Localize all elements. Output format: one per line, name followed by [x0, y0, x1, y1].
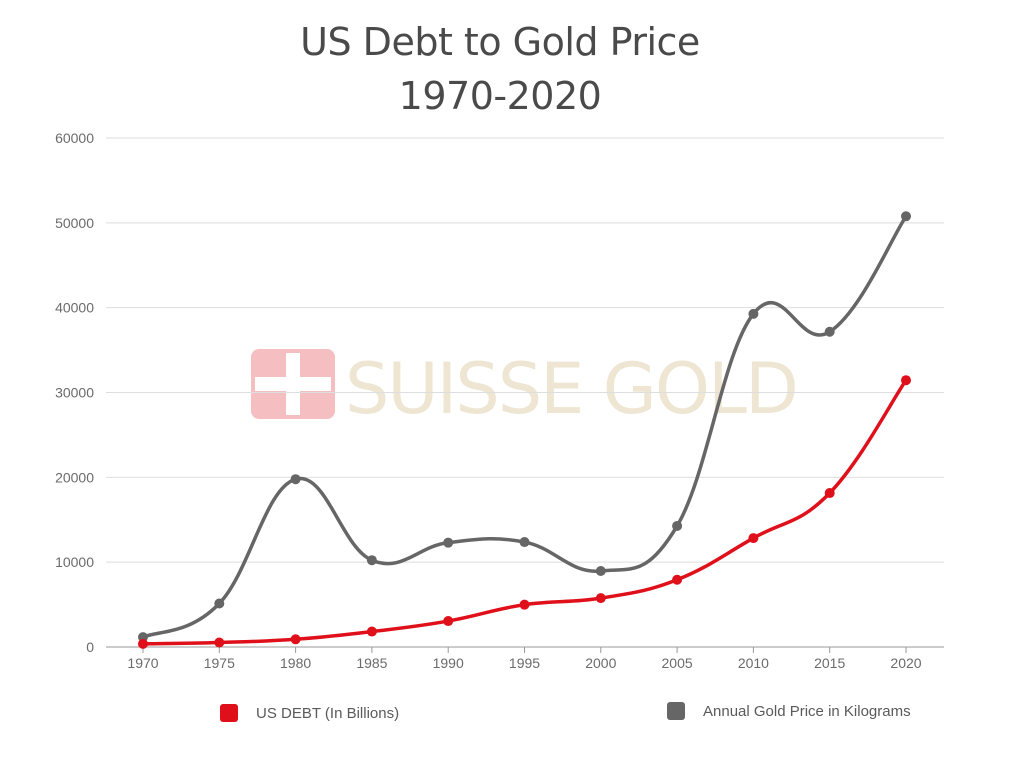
x-tick-label: 2015	[814, 655, 845, 671]
data-point-gold-price	[519, 537, 530, 548]
data-point-gold-price	[214, 598, 225, 609]
x-tick-label: 1975	[204, 655, 235, 671]
data-point-us-debt	[824, 488, 835, 499]
data-point-gold-price	[366, 555, 377, 566]
y-tick-label: 60000	[55, 130, 94, 146]
data-point-gold-price	[443, 537, 454, 548]
y-tick-label: 20000	[55, 469, 94, 485]
data-point-us-debt	[214, 637, 225, 648]
legend-swatch-us-debt	[220, 704, 238, 722]
legend-swatch-gold-price	[667, 702, 685, 720]
x-axis: 1970 1975 1980 1985 1990 1995 2000 2005 2010 2015…	[127, 647, 922, 671]
series-line-gold-price	[141, 214, 908, 639]
data-point-us-debt	[901, 375, 911, 386]
y-tick-label: 50000	[55, 215, 94, 231]
data-point-us-debt	[748, 533, 759, 544]
watermark-swiss-cross-icon	[251, 349, 335, 419]
y-tick-label: 10000	[55, 554, 94, 570]
x-tick-label: 2000	[585, 655, 616, 671]
data-point-us-debt	[138, 638, 148, 649]
x-tick-label: 2020	[890, 655, 921, 671]
legend-label-gold-price: Annual Gold Price in Kilograms	[703, 702, 911, 720]
data-point-gold-price	[748, 308, 759, 319]
x-tick-label: 1970	[127, 655, 158, 671]
data-point-gold-price	[824, 326, 835, 337]
chart-title: US Debt to Gold Price	[300, 20, 700, 64]
data-point-gold-price	[901, 211, 911, 222]
data-point-us-debt	[366, 626, 377, 637]
y-tick-label: 30000	[55, 385, 94, 401]
chart-grid	[106, 137, 944, 648]
x-tick-label: 1985	[356, 655, 387, 671]
x-tick-label: 2010	[738, 655, 769, 671]
x-tick-label: 1980	[280, 655, 311, 671]
data-point-us-debt	[519, 599, 530, 610]
data-point-us-debt	[595, 593, 606, 604]
x-tick-label: 2005	[662, 655, 693, 671]
data-point-us-debt	[290, 634, 301, 645]
x-tick-label: 1995	[509, 655, 540, 671]
series-line-us-debt	[141, 378, 908, 646]
data-point-us-debt	[443, 616, 454, 627]
data-point-gold-price	[595, 565, 606, 576]
y-tick-label: 40000	[55, 300, 94, 316]
data-point-us-debt	[672, 574, 683, 585]
watermark-text: SUISSE GOLD	[345, 348, 797, 430]
data-point-gold-price	[672, 520, 683, 531]
legend-label-us-debt: US DEBT (In Billions)	[256, 704, 400, 722]
data-point-gold-price	[290, 474, 301, 485]
x-tick-label: 1990	[433, 655, 464, 671]
y-tick-label: 0	[86, 639, 94, 655]
y-axis: 0 10000 20000 30000 40000 50000 60000	[55, 130, 94, 655]
legend-item-gold-price: Annual Gold Price in Kilograms	[667, 702, 911, 720]
legend-item-us-debt: US DEBT (In Billions)	[220, 704, 399, 722]
series-layer	[138, 211, 911, 649]
chart-subtitle: 1970-2020	[398, 74, 602, 118]
